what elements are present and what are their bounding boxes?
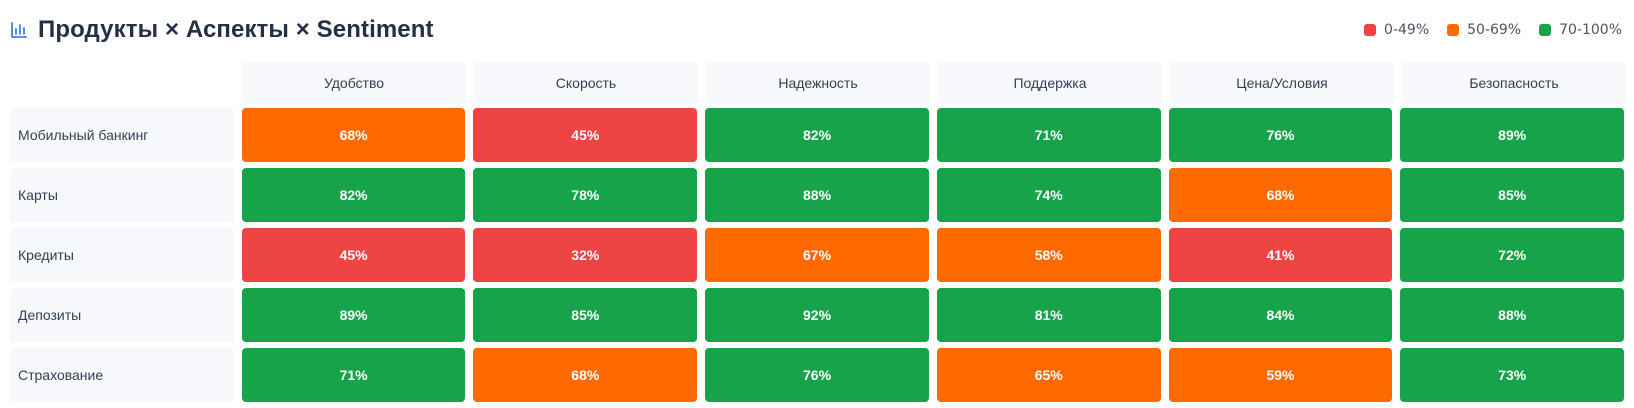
header: Продукты × Аспекты × Sentiment 0-49% 50-6… <box>10 12 1624 48</box>
heatmap-cell[interactable]: 89% <box>1400 108 1625 162</box>
heatmap-cell[interactable]: 59% <box>1168 348 1393 402</box>
column-header: Скорость <box>474 62 698 104</box>
legend: 0-49% 50-69% 70-100% <box>1364 22 1624 38</box>
heatmap-cell[interactable]: 74% <box>936 168 1161 222</box>
heatmap-row: Страхование 71% 68% 76% 65% 59% 73% <box>10 348 1625 402</box>
heatmap-cell[interactable]: 88% <box>1400 288 1625 342</box>
heatmap-cell[interactable]: 76% <box>1168 108 1393 162</box>
heatmap-cell[interactable]: 89% <box>241 288 466 342</box>
legend-swatch <box>1364 24 1377 36</box>
row-label: Мобильный банкинг <box>10 108 234 162</box>
column-header: Удобство <box>242 62 466 104</box>
heatmap-cell[interactable]: 85% <box>473 288 698 342</box>
heatmap-cell[interactable]: 68% <box>1168 168 1393 222</box>
legend-item: 0-49% <box>1364 22 1429 38</box>
row-label: Кредиты <box>10 228 234 282</box>
heatmap-row: Мобильный банкинг 68% 45% 82% 71% 76% 89% <box>10 108 1625 162</box>
heatmap-cell[interactable]: 72% <box>1400 228 1625 282</box>
legend-label: 70-100% <box>1559 22 1622 38</box>
heatmap-cell[interactable]: 73% <box>1400 348 1625 402</box>
heatmap-cell[interactable]: 67% <box>705 228 929 282</box>
heatmap-row: Кредиты 45% 32% 67% 58% 41% 72% <box>10 228 1625 282</box>
heatmap-row: Карты 82% 78% 88% 74% 68% 85% <box>10 168 1625 222</box>
heatmap-cell[interactable]: 81% <box>936 288 1161 342</box>
heatmap-rows: Мобильный банкинг 68% 45% 82% 71% 76% 89% Карты… <box>10 108 1625 408</box>
legend-item: 50-69% <box>1447 22 1521 38</box>
heatmap-cell[interactable]: 32% <box>473 228 698 282</box>
heatmap-cell[interactable]: 82% <box>705 108 929 162</box>
column-header: Поддержка <box>938 62 1162 104</box>
row-label: Депозиты <box>10 288 234 342</box>
heatmap-cell[interactable]: 78% <box>473 168 698 222</box>
legend-swatch <box>1539 24 1552 36</box>
legend-label: 50-69% <box>1467 22 1522 38</box>
heatmap-cell[interactable]: 82% <box>241 168 466 222</box>
heatmap: Удобство Скорость Надежность Поддержка Цена/… <box>10 62 1626 402</box>
heatmap-cell[interactable]: 45% <box>473 108 698 162</box>
row-label: Страхование <box>10 348 234 402</box>
title-wrap: Продукты × Аспекты × Sentiment <box>10 16 434 44</box>
bar-chart-icon <box>11 22 27 38</box>
column-header: Безопасность <box>1402 62 1626 104</box>
heatmap-row: Депозиты 89% 85% 92% 81% 84% 88% <box>10 288 1625 342</box>
heatmap-cell[interactable]: 41% <box>1168 228 1393 282</box>
column-headers: Удобство Скорость Надежность Поддержка Цена/… <box>242 62 1626 104</box>
row-label: Карты <box>10 168 234 222</box>
legend-swatch <box>1447 24 1460 36</box>
legend-label: 0-49% <box>1384 22 1430 38</box>
column-header: Цена/Условия <box>1170 62 1394 104</box>
legend-item: 70-100% <box>1539 22 1622 38</box>
chart-title: Продукты × Аспекты × Sentiment <box>38 16 434 43</box>
heatmap-cell[interactable]: 65% <box>936 348 1161 402</box>
heatmap-cell[interactable]: 88% <box>705 168 929 222</box>
heatmap-cell[interactable]: 45% <box>241 228 466 282</box>
heatmap-cell[interactable]: 85% <box>1400 168 1625 222</box>
heatmap-cell[interactable]: 92% <box>705 288 929 342</box>
heatmap-cell[interactable]: 58% <box>936 228 1161 282</box>
heatmap-cell[interactable]: 84% <box>1168 288 1393 342</box>
heatmap-cell[interactable]: 71% <box>241 348 466 402</box>
heatmap-cell[interactable]: 68% <box>473 348 698 402</box>
column-header: Надежность <box>706 62 930 104</box>
heatmap-cell[interactable]: 76% <box>705 348 929 402</box>
heatmap-cell[interactable]: 71% <box>936 108 1161 162</box>
heatmap-cell[interactable]: 68% <box>241 108 466 162</box>
